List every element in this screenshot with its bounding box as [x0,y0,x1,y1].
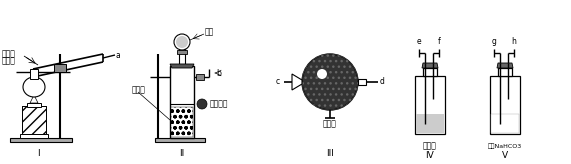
Text: 氯化铵: 氯化铵 [2,50,16,59]
Circle shape [197,99,207,109]
Polygon shape [170,64,194,68]
Bar [170,66,194,138]
Text: g: g [492,37,496,46]
Bar [179,46,185,64]
Text: a: a [116,51,120,60]
Bar [498,68,512,76]
Bar [423,68,437,76]
Bar [20,134,48,138]
Text: h: h [512,37,516,46]
Bar [10,138,72,142]
Text: IV: IV [425,152,435,161]
Bar [415,76,445,134]
Bar [491,114,519,133]
Text: 多孔隔板: 多孔隔板 [210,100,228,109]
Text: 盐酸: 盐酸 [205,28,214,37]
Text: d: d [380,78,385,86]
Bar [155,138,205,142]
Text: c: c [276,78,280,86]
Circle shape [317,69,327,79]
Text: III: III [326,150,334,158]
Text: V: V [502,152,508,161]
Circle shape [302,54,358,110]
Bar [30,69,38,79]
Text: 石灰石: 石灰石 [132,85,146,94]
Bar [22,106,46,134]
Circle shape [176,36,188,48]
Polygon shape [422,63,438,68]
Bar [22,106,46,134]
Bar [54,64,66,72]
Text: I: I [37,150,39,158]
Bar [490,76,520,134]
Text: II: II [179,150,184,158]
Bar [196,74,204,80]
Bar [171,107,193,137]
Ellipse shape [23,77,45,97]
Text: b: b [216,69,221,78]
Bar [491,114,519,133]
Text: e: e [417,37,421,46]
Polygon shape [497,63,513,68]
Text: 碱石灰: 碱石灰 [323,120,337,129]
Bar [27,103,41,107]
Circle shape [174,34,190,50]
Polygon shape [30,95,38,103]
Text: 饱和NaHCO3: 饱和NaHCO3 [488,143,522,149]
Polygon shape [292,74,302,90]
Bar [177,50,187,54]
Text: 熟石灰: 熟石灰 [2,57,16,65]
Bar [358,79,366,85]
Bar [416,114,444,133]
Text: 浓硫酸: 浓硫酸 [423,142,437,151]
Text: f: f [437,37,440,46]
